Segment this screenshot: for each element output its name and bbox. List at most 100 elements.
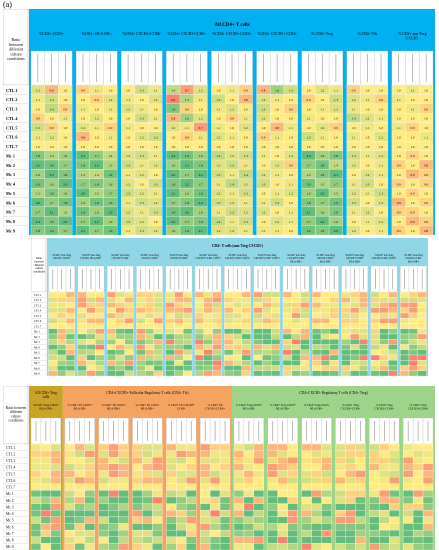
row-label: Mc 4 bbox=[6, 182, 16, 187]
heatmap-cell bbox=[209, 496, 221, 504]
row-header-label: culture bbox=[10, 51, 22, 56]
heatmap-cell bbox=[203, 370, 213, 376]
cell-value: 1.0 bbox=[275, 154, 279, 158]
heatmap-cell bbox=[136, 312, 146, 319]
heatmap-cell bbox=[209, 490, 221, 498]
cell-value: 1.1 bbox=[275, 173, 279, 177]
cell-value: 1.1 bbox=[95, 89, 99, 93]
heatmap-cell bbox=[379, 490, 390, 498]
cell-value: 1.0 bbox=[320, 145, 324, 149]
heatmap-cell bbox=[40, 516, 52, 524]
cell-value: 1.4 bbox=[334, 164, 338, 168]
heatmap-cell bbox=[355, 483, 366, 491]
cell-value: 0.9 bbox=[289, 164, 293, 168]
heatmap-cell bbox=[355, 457, 366, 465]
cell-value: 1.3 bbox=[289, 89, 293, 93]
heatmap-cell bbox=[224, 354, 234, 361]
heatmap-cell bbox=[40, 470, 52, 478]
heatmap-cell bbox=[132, 457, 143, 465]
heatmap-cell bbox=[267, 450, 278, 458]
heatmap-cell bbox=[282, 297, 292, 303]
heatmap-cell bbox=[124, 297, 134, 303]
heatmap-cell bbox=[262, 344, 272, 350]
cell-value: 1.1 bbox=[185, 126, 189, 130]
heatmap-cell bbox=[358, 333, 369, 340]
heatmap-cell bbox=[233, 483, 245, 491]
heatmap-cell bbox=[417, 291, 427, 298]
heatmap-cell bbox=[277, 523, 288, 531]
heatmap-cell bbox=[312, 291, 322, 298]
heatmap-cell bbox=[194, 312, 204, 319]
heatmap-cell bbox=[412, 463, 424, 471]
heatmap-cell bbox=[50, 536, 61, 544]
group-label: CXCR3-CCR6+ bbox=[141, 257, 159, 260]
cell-value: 1.5 bbox=[108, 164, 112, 168]
heatmap-cell bbox=[232, 370, 243, 376]
heatmap-cell bbox=[328, 225, 343, 235]
cell-value: 1.1 bbox=[230, 173, 234, 177]
cell-value: 1.1 bbox=[397, 126, 401, 130]
heatmap-cell bbox=[370, 323, 380, 329]
heatmap-cell bbox=[174, 333, 184, 340]
heatmap-cell bbox=[48, 360, 58, 366]
heatmap-cell bbox=[200, 529, 211, 537]
heatmap-cell bbox=[253, 463, 264, 471]
heatmap-cell bbox=[320, 323, 330, 329]
heatmap-cell bbox=[232, 365, 243, 371]
cell-value: 1.0 bbox=[320, 98, 324, 102]
cell-value: 1.0 bbox=[216, 89, 220, 93]
heatmap-cell bbox=[271, 307, 281, 314]
cell-value: 1.9 bbox=[63, 201, 67, 205]
heatmap-cell bbox=[412, 457, 424, 465]
heatmap-cell bbox=[341, 318, 351, 324]
heatmap-cell bbox=[291, 291, 301, 298]
heatmap-cell bbox=[152, 470, 163, 478]
heatmap-cell bbox=[350, 354, 360, 361]
heatmap-cell bbox=[118, 536, 129, 544]
cell-value: 1.2 bbox=[108, 98, 112, 102]
group-label: %CD4+ Treg CD25+ bbox=[33, 403, 59, 407]
cell-value: 1.0 bbox=[365, 145, 369, 149]
heatmap-cell bbox=[320, 370, 330, 376]
group-label: % CD4+ Tfr bbox=[208, 403, 223, 407]
cell-value: 2.1 bbox=[81, 154, 85, 158]
cell-value: 1.1 bbox=[230, 89, 234, 93]
heatmap-cell bbox=[174, 365, 184, 371]
cell-value: 1.8 bbox=[36, 154, 40, 158]
heatmap-cell bbox=[84, 503, 95, 511]
heatmap-cell bbox=[341, 354, 351, 361]
heatmap-cell bbox=[145, 302, 155, 308]
cell-value: 1.1 bbox=[244, 164, 248, 168]
cell-value: 1.1 bbox=[108, 135, 112, 139]
cell-value: 1.0 bbox=[352, 126, 356, 130]
heatmap-cell bbox=[142, 529, 153, 537]
heatmap-cell bbox=[379, 536, 390, 544]
heatmap-cell bbox=[186, 476, 197, 484]
heatmap-cell bbox=[40, 483, 52, 491]
heatmap-cell bbox=[271, 312, 281, 319]
heatmap-cell bbox=[176, 543, 187, 550]
heatmap-cell bbox=[145, 365, 155, 371]
heatmap-cell bbox=[282, 360, 292, 366]
heatmap-cell bbox=[400, 333, 410, 340]
heatmap-cell bbox=[77, 370, 87, 376]
heatmap-cell bbox=[136, 297, 146, 303]
heatmap-cell bbox=[417, 302, 427, 308]
cell-value: 1.3 bbox=[230, 164, 234, 168]
heatmap-cell bbox=[74, 510, 85, 518]
heatmap-cell bbox=[57, 354, 67, 361]
cell-value: 1.2 bbox=[126, 182, 130, 186]
heatmap-cell bbox=[145, 339, 155, 345]
heatmap-cell bbox=[203, 328, 213, 335]
heatmap-cell bbox=[253, 516, 264, 524]
heatmap-cell bbox=[74, 483, 85, 491]
cell-value: 1.3 bbox=[153, 135, 157, 139]
cell-value: 1.0 bbox=[307, 107, 311, 111]
heatmap-cell bbox=[142, 496, 153, 504]
cell-value: 1.0 bbox=[424, 117, 428, 121]
row-label: Mc 1 bbox=[6, 153, 15, 158]
cell-value: 1.0 bbox=[261, 164, 265, 168]
heatmap-cell bbox=[388, 333, 398, 340]
heatmap-cell bbox=[355, 543, 366, 550]
heatmap-cell bbox=[312, 370, 322, 376]
